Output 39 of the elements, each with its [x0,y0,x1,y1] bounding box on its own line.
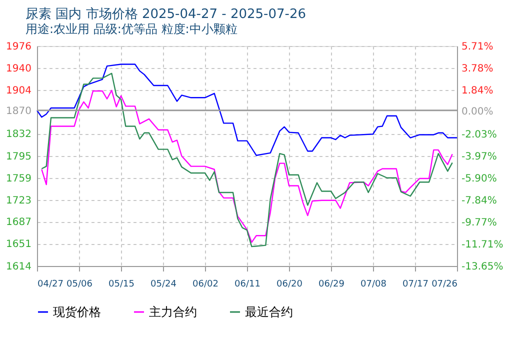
x-tick-label: 05/24 [150,280,177,290]
y-tick-label: 1832 [6,129,32,140]
y-tick-label: 1976 [6,42,32,52]
y-tick-label: 1723 [6,195,32,206]
y-tick-label: 1940 [6,63,32,74]
x-tick-label: 06/29 [318,280,345,290]
y2-tick-label: -7.84% [462,195,497,206]
legend-label: 主力合约 [149,305,197,319]
x-tick-label: 07/26 [432,280,458,290]
x-tick-label: 05/15 [108,280,134,290]
y2-tick-label: 1.84% [462,85,494,96]
chart-subtitle: 用途:农业用 品级:优等品 粒度:中小颗粒 [26,22,238,36]
x-tick-label: 07/08 [360,280,387,290]
y-tick-label: 1870 [6,106,32,117]
legend-label: 现货价格 [53,305,101,319]
y2-tick-label: -2.03% [462,129,497,140]
y2-tick-label: 5.71% [462,42,494,52]
y-tick-label: 1904 [6,85,32,96]
y2-tick-label: -5.90% [462,173,497,184]
x-tick-label: 07/17 [402,280,428,290]
y-tick-label: 1614 [6,262,32,272]
x-tick-label: 05/06 [66,280,93,290]
y2-tick-label: -13.65% [462,262,504,272]
y2-tick-label: 0.00% [462,106,494,118]
y2-tick-label: -9.77% [462,217,497,228]
x-tick-label: 06/11 [234,280,260,290]
x-tick-label: 06/02 [192,280,218,290]
line-series [36,64,458,156]
x-tick-label: 06/20 [276,280,303,290]
y-tick-label: 1795 [6,152,32,162]
legend-label: 最近合约 [245,305,293,319]
chart-title: 尿素 国内 市场价格 2025-04-27 - 2025-07-26 [26,7,306,22]
y2-tick-label: 3.78% [462,63,494,74]
y-tick-label: 1759 [6,173,32,184]
y-tick-label: 1651 [6,239,32,250]
x-tick-label: 04/27 [38,280,64,290]
y2-tick-label: -3.97% [462,152,497,162]
y2-tick-label: -11.71% [462,239,504,250]
y-tick-label: 1687 [6,217,32,228]
